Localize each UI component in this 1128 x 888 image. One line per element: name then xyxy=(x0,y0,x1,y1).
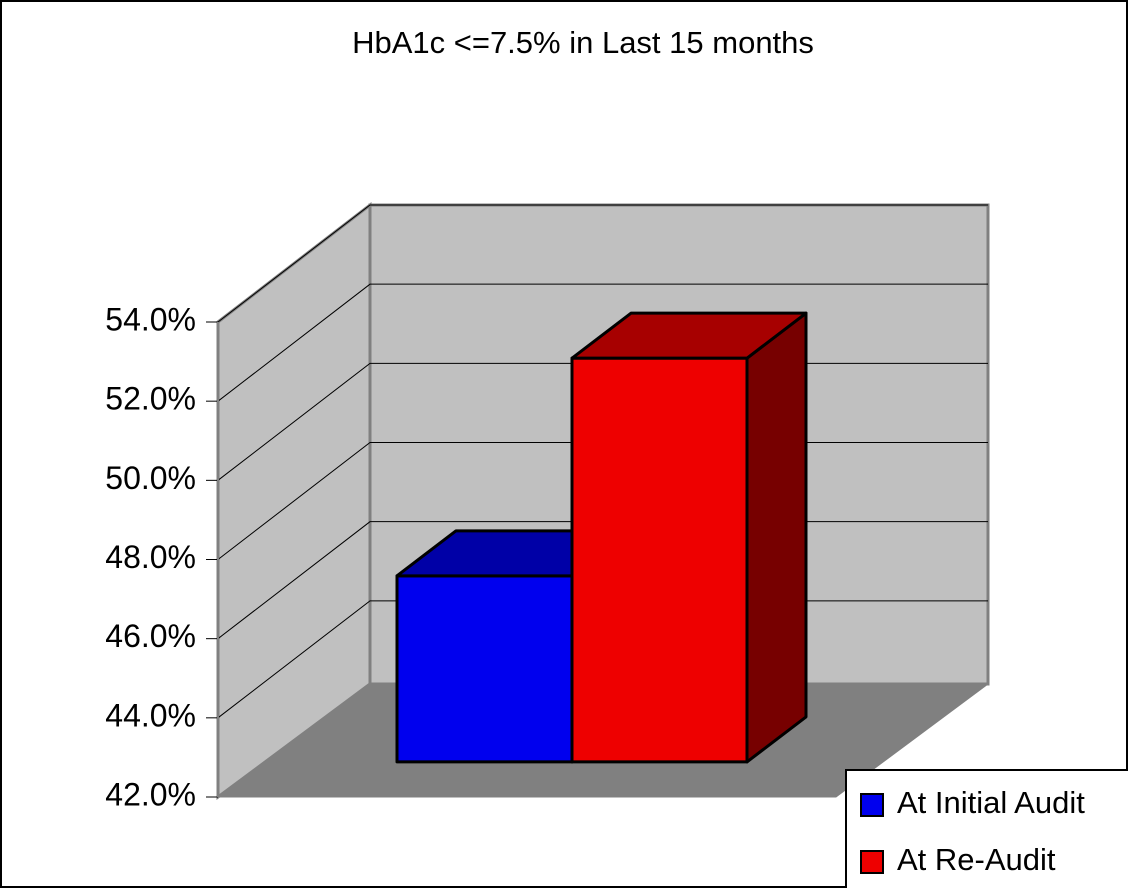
bar-top xyxy=(570,311,808,360)
y-tick-label: 52.0% xyxy=(105,381,196,417)
y-tick-label: 50.0% xyxy=(105,460,196,496)
bar-side xyxy=(745,311,808,764)
legend-box xyxy=(845,769,1128,888)
chart-title: HbA1c <=7.5% in Last 15 months xyxy=(352,25,814,60)
grid-line xyxy=(217,283,988,402)
y-tick-label: 42.0% xyxy=(105,776,196,812)
y-tick-label: 46.0% xyxy=(105,618,196,654)
bar xyxy=(570,356,749,764)
legend-swatch xyxy=(860,850,884,874)
bar xyxy=(395,574,574,764)
y-tick-label: 54.0% xyxy=(105,301,196,337)
y-tick-label: 48.0% xyxy=(105,539,196,575)
legend-label: At Initial Audit xyxy=(897,785,1085,820)
legend-swatch xyxy=(860,793,884,817)
y-tick-label: 44.0% xyxy=(105,697,196,733)
legend-label: At Re-Audit xyxy=(897,842,1056,877)
grid-line xyxy=(217,204,988,323)
